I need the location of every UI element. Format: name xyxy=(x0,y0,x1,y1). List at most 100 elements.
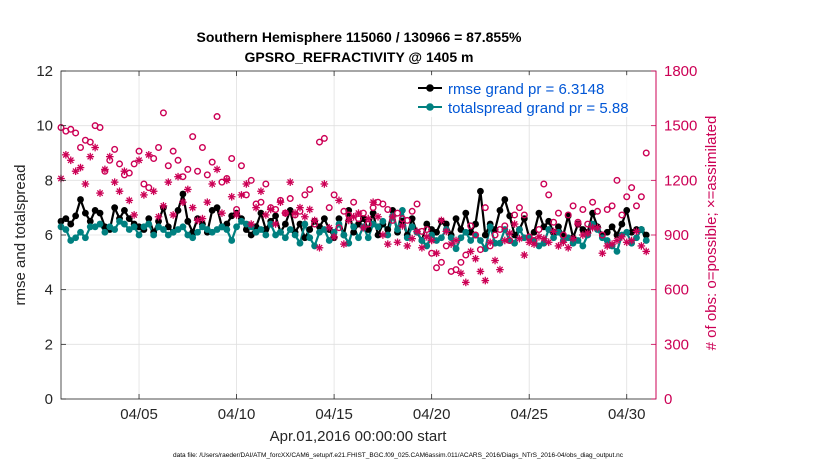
data-point-rmse xyxy=(125,215,133,223)
data-point-assimilated xyxy=(149,187,158,196)
data-point-rmse xyxy=(72,212,80,220)
y-axis-label-left: rmse and totalspread xyxy=(12,165,29,306)
data-point-possible xyxy=(462,251,470,259)
y-right-tick-label: 1500 xyxy=(664,118,697,135)
data-point-possible xyxy=(379,200,387,208)
data-point-assimilated xyxy=(364,214,373,223)
data-point-rmse xyxy=(262,226,270,233)
data-point-totalspread xyxy=(228,237,236,244)
x-tick-label: 04/05 xyxy=(120,406,158,423)
data-point-assimilated xyxy=(144,151,153,159)
data-point-possible xyxy=(598,231,606,239)
data-point-possible xyxy=(286,195,294,203)
data-point-totalspread xyxy=(189,234,197,242)
data-point-assimilated xyxy=(393,238,402,247)
data-point-totalspread xyxy=(364,234,372,242)
data-point-possible xyxy=(613,176,621,184)
data-point-assimilated xyxy=(188,203,197,212)
data-point-assimilated xyxy=(305,205,314,214)
data-point-rmse xyxy=(369,209,377,217)
data-point-assimilated xyxy=(76,163,85,172)
data-point-totalspread xyxy=(350,223,358,231)
data-point-assimilated xyxy=(515,234,524,243)
data-point-rmse xyxy=(642,231,650,239)
data-point-assimilated xyxy=(218,209,226,217)
data-point-totalspread xyxy=(579,242,587,250)
data-point-assimilated xyxy=(266,205,275,214)
data-point-assimilated xyxy=(642,247,651,256)
data-point-possible xyxy=(642,149,650,157)
data-point-totalspread xyxy=(62,226,70,233)
data-point-assimilated xyxy=(227,192,236,201)
legend-box xyxy=(414,75,652,117)
data-point-rmse xyxy=(174,207,182,214)
data-point-rmse xyxy=(496,207,504,214)
data-point-assimilated xyxy=(340,240,348,248)
data-point-rmse xyxy=(86,217,94,225)
x-axis-label: Apr.01,2016 00:00:00 start xyxy=(270,428,448,445)
data-point-possible xyxy=(467,222,475,230)
data-point-assimilated xyxy=(169,211,177,219)
data-point-rmse xyxy=(423,220,431,228)
data-point-assimilated xyxy=(315,243,324,252)
data-point-assimilated xyxy=(549,227,558,236)
data-point-assimilated xyxy=(598,249,607,258)
data-point-assimilated xyxy=(554,242,563,250)
data-point-assimilated xyxy=(110,178,119,186)
data-point-assimilated xyxy=(237,191,246,199)
data-point-assimilated xyxy=(135,156,143,165)
data-point-possible xyxy=(584,220,592,228)
data-point-possible xyxy=(423,226,431,234)
data-point-possible xyxy=(350,198,358,206)
data-point-totalspread xyxy=(77,228,84,236)
data-point-assimilated xyxy=(344,216,353,225)
data-point-assimilated xyxy=(476,267,485,276)
data-point-assimilated xyxy=(335,196,343,205)
data-point-possible xyxy=(457,258,465,266)
data-point-assimilated xyxy=(154,212,163,221)
data-point-possible xyxy=(545,191,553,199)
data-point-assimilated xyxy=(442,227,451,236)
data-point-assimilated xyxy=(174,172,182,181)
data-point-assimilated xyxy=(242,180,251,188)
data-point-assimilated xyxy=(262,211,270,219)
data-point-totalspread xyxy=(111,226,119,233)
data-point-possible xyxy=(194,167,202,175)
data-point-assimilated xyxy=(422,233,431,241)
data-point-rmse xyxy=(272,212,279,220)
data-point-totalspread xyxy=(384,231,392,239)
data-point-assimilated xyxy=(252,203,260,212)
data-point-totalspread xyxy=(160,226,167,233)
data-point-totalspread xyxy=(81,234,89,242)
legend-marker-rmse xyxy=(426,84,434,92)
data-point-possible xyxy=(632,202,640,210)
data-point-rmse xyxy=(359,215,367,223)
data-point-assimilated xyxy=(569,234,577,243)
data-point-assimilated xyxy=(613,236,621,245)
axes: 04/05 04/10 04/15 04/20 04/25 04/300246810120… xyxy=(36,63,697,423)
data-point-possible xyxy=(472,231,480,239)
data-point-rmse xyxy=(62,215,70,223)
data-point-assimilated xyxy=(388,212,397,221)
data-point-possible xyxy=(257,198,265,206)
data-point-assimilated xyxy=(632,227,641,236)
data-point-totalspread xyxy=(467,237,475,244)
data-point-rmse xyxy=(320,215,328,223)
data-point-totalspread xyxy=(233,223,240,231)
data-point-totalspread xyxy=(223,226,231,233)
data-point-possible xyxy=(593,207,601,215)
data-point-assimilated xyxy=(91,143,99,152)
data-point-assimilated xyxy=(179,198,187,206)
data-point-assimilated xyxy=(383,240,392,248)
data-point-assimilated xyxy=(403,242,412,250)
data-point-rmse xyxy=(281,220,289,228)
data-point-assimilated xyxy=(501,236,509,245)
data-point-rmse xyxy=(67,220,75,228)
data-point-rmse xyxy=(452,215,460,223)
data-point-assimilated xyxy=(418,243,426,252)
data-point-totalspread xyxy=(281,234,289,242)
data-point-possible xyxy=(589,198,597,206)
data-point-possible xyxy=(301,191,309,199)
data-point-totalspread xyxy=(145,220,153,228)
